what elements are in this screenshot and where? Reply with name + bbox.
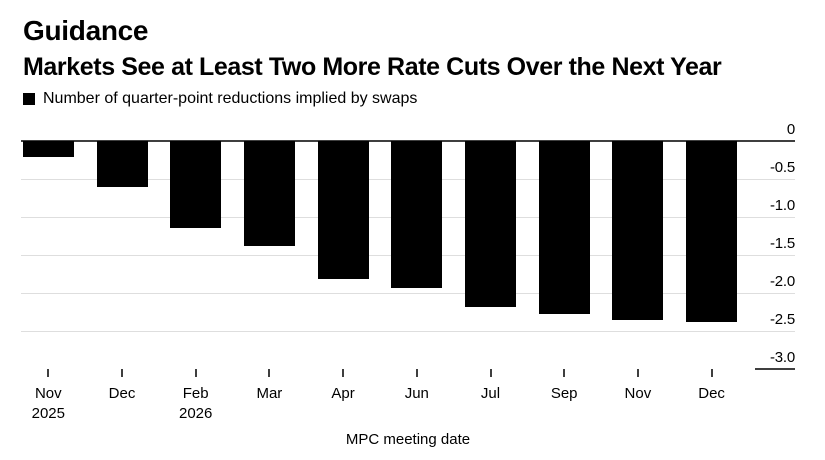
x-axis-label: Nov 2025	[11, 384, 85, 424]
y-axis-label: -0.5	[769, 159, 795, 176]
y-axis-label: -1.5	[769, 235, 795, 252]
x-axis-title: MPC meeting date	[345, 431, 471, 448]
x-axis-label-month: Dec	[108, 385, 136, 402]
x-axis-label: Jul	[454, 384, 528, 404]
chart-eyebrow: Guidance	[23, 15, 149, 46]
bar-apr	[317, 141, 369, 279]
x-axis-tick	[342, 369, 345, 377]
x-axis-label: Jun	[380, 384, 454, 404]
chart-headline: Markets See at Least Two More Rate Cuts …	[23, 53, 722, 81]
bar-sep	[538, 141, 590, 314]
x-axis-label: Mar	[232, 384, 306, 404]
x-axis-label-year: 2026	[179, 405, 213, 422]
x-axis-label: Nov	[601, 384, 675, 404]
y-axis-label: -2.0	[769, 273, 795, 290]
y-axis-label: -3.0	[769, 349, 795, 366]
bar-feb-2026	[170, 141, 222, 229]
x-axis-label-year: 2025	[31, 405, 65, 422]
bar-dec	[96, 141, 148, 188]
x-axis-label-month: Jun	[404, 385, 429, 402]
x-axis-tick	[489, 369, 492, 377]
x-axis-label-month: Mar	[256, 385, 283, 402]
gridline	[21, 293, 795, 294]
x-axis-labels: Nov 2025 Dec Feb 2026 Mar Apr Jun Jul Sep Nov Dec	[21, 384, 795, 426]
legend: Number of quarter-point reductions impli…	[23, 91, 417, 107]
x-axis-label: Apr	[306, 384, 380, 404]
y-axis-label: -2.5	[769, 311, 795, 328]
bar-jul	[465, 141, 516, 307]
x-axis-label-month: Dec	[698, 385, 725, 402]
x-axis-tick	[194, 369, 197, 377]
gridline	[21, 331, 795, 332]
bar-mar	[243, 141, 295, 246]
x-axis-label-month: Apr	[331, 385, 355, 402]
plot-area: 0 -0.5 -1.0 -1.5 -2.0 -2.5 -3.0	[21, 121, 795, 377]
x-axis-label: Feb 2026	[159, 384, 233, 424]
legend-label: Number of quarter-point reductions impli…	[43, 90, 418, 107]
x-axis-label-month: Sep	[550, 385, 578, 402]
x-axis-tick	[636, 369, 639, 377]
y-axis-label: -1.0	[769, 197, 795, 214]
bar-jun	[391, 141, 443, 289]
legend-swatch-icon	[23, 93, 35, 105]
x-axis-tick	[710, 369, 713, 377]
x-axis-label-month: Jul	[480, 385, 501, 402]
x-axis-tick	[268, 369, 271, 377]
y-axis-end-segment	[755, 368, 795, 370]
bar-dec	[686, 141, 738, 322]
bar-nov	[612, 141, 664, 321]
x-axis-label: Dec	[85, 384, 159, 404]
x-axis-label: Dec	[675, 384, 749, 404]
y-axis-label: 0	[786, 121, 795, 138]
bar-nov-2025	[22, 141, 74, 157]
x-axis-label: Sep	[527, 384, 601, 404]
x-axis-tick	[415, 369, 418, 377]
x-axis-label-month: Nov	[34, 385, 62, 402]
x-axis-label-month: Feb	[182, 385, 209, 402]
x-axis-tick	[121, 369, 123, 377]
x-axis-tick	[563, 369, 566, 377]
x-axis-label-month: Nov	[624, 385, 652, 402]
x-axis-tick	[47, 369, 50, 377]
